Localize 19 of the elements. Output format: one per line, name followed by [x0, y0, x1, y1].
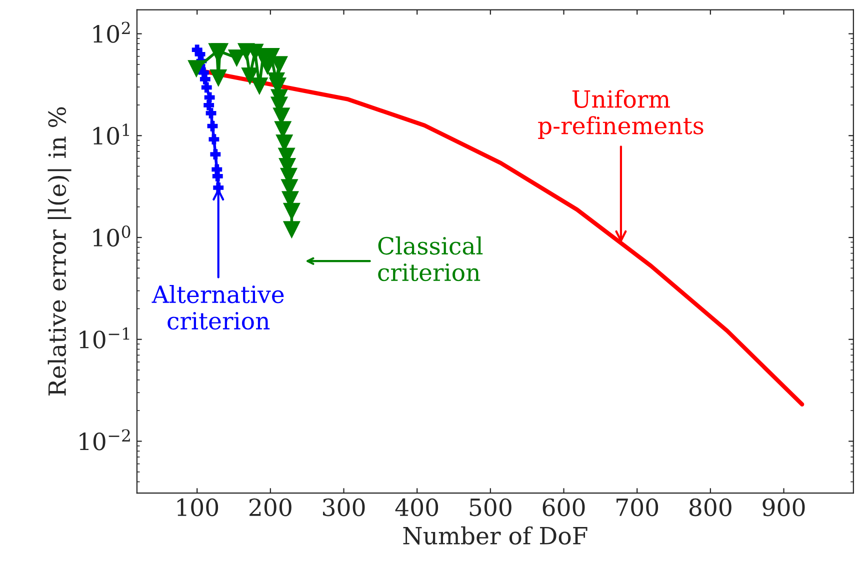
- annotation: Alternative criterion: [152, 284, 284, 330]
- annotation: Uniform p-refinements: [538, 90, 704, 139]
- x-tick-label: 500: [470, 498, 512, 516]
- x-tick-label: 700: [616, 498, 658, 516]
- y-tick-label: 10$^{−2}$: [80, 429, 130, 450]
- y-axis-title: Relative error |l(e)| in %: [48, 107, 72, 396]
- y-tick-label: 10$^{0}$: [93, 225, 130, 247]
- x-tick-label: 900: [762, 498, 805, 516]
- x-tick-label: 200: [249, 498, 292, 516]
- x-tick-label: 600: [542, 498, 585, 516]
- annotation: Classical criterion: [378, 236, 483, 282]
- x-tick-label: 100: [177, 498, 218, 516]
- x-tick-label: 400: [395, 498, 438, 516]
- x-axis-title: Number of DoF: [403, 526, 588, 545]
- y-tick-label: 10$^{1}$: [93, 124, 129, 145]
- x-tick-label: 800: [689, 498, 732, 516]
- y-tick-label: 10$^{2}$: [93, 22, 130, 43]
- x-tick-label: 300: [323, 498, 365, 516]
- y-tick-label: 10$^{−1}$: [80, 327, 130, 349]
